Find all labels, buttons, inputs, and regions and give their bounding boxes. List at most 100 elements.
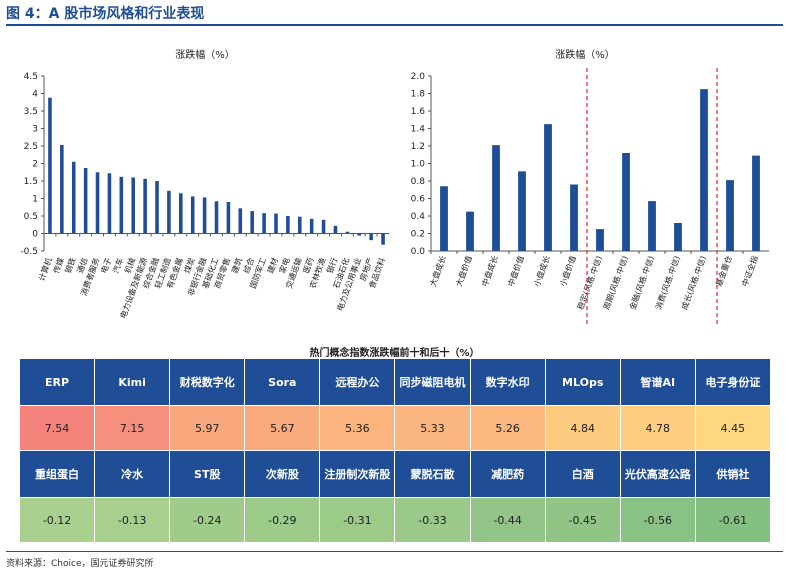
table-cell: ERP <box>18 358 96 406</box>
bar <box>381 233 385 245</box>
bar <box>596 229 604 251</box>
category-label: 大盘成长 <box>428 254 448 287</box>
table-cell: 5.33 <box>394 405 471 451</box>
table-cell: -0.12 <box>18 497 96 543</box>
bar <box>214 201 219 234</box>
category-label: 大盘价值 <box>454 254 474 287</box>
category-label: 稳定(风格.中信) <box>575 254 604 311</box>
chart-title: 涨跌幅（%） <box>555 48 615 61</box>
bar <box>202 197 207 234</box>
table-cell: 5.97 <box>169 405 246 451</box>
y-tick-label: 1.4 <box>411 125 426 135</box>
bar <box>518 171 526 251</box>
bar <box>752 155 760 251</box>
table-cell: 5.67 <box>244 405 321 451</box>
source-note: 资料来源：Choice，国元证券研究所 <box>6 559 154 569</box>
table-cell: 白酒 <box>544 450 621 498</box>
table-cell: -0.45 <box>544 497 621 543</box>
bar <box>155 181 159 234</box>
bar <box>544 124 552 251</box>
table-cell: 智谱AI <box>619 358 696 406</box>
table-cell: 减肥药 <box>469 450 546 498</box>
table-cell: 注册制次新股 <box>319 450 396 498</box>
category-label: 中证全指 <box>740 254 760 287</box>
table-title: 热门概念指数涨跌幅前十和后十（%） <box>309 348 480 359</box>
bar <box>71 161 76 234</box>
concept-index-table: ERP Kimi 财税数字化 Sora 远程办公 同步磁阻电机 数字水印 MLOps 智谱AI 电… <box>18 358 772 543</box>
y-tick-label: 2 <box>32 160 38 170</box>
title-rule <box>6 24 783 26</box>
bar <box>333 225 338 234</box>
bar <box>648 201 656 251</box>
table-cell: 4.78 <box>619 405 696 451</box>
y-tick-label: 0.8 <box>411 177 426 187</box>
category-label: 消费(风格.中信) <box>653 254 682 311</box>
bar <box>190 196 195 234</box>
bar <box>179 193 183 234</box>
category-label: 金融(风格.中信) <box>627 254 656 311</box>
bar <box>286 216 290 234</box>
category-label: 小盘成长 <box>532 254 552 287</box>
y-tick-label: -0.5 <box>20 247 38 257</box>
y-tick-label: 1.2 <box>411 142 425 152</box>
style-bar-chart: 涨跌幅（%） 0.0 0.2 0.4 0.6 0.8 1.0 1.2 1.4 1.6 1.8 2.0 大… <box>411 48 769 325</box>
category-label: 中盘成长 <box>480 254 500 287</box>
table-cell: 数字水印 <box>469 358 546 406</box>
bottom-rule <box>6 551 783 552</box>
category-label: 中盘价值 <box>506 254 526 287</box>
bar <box>167 190 171 234</box>
bar <box>622 153 630 251</box>
category-label: 计算机 <box>36 256 54 282</box>
table-cell: 7.54 <box>18 405 96 451</box>
table-cell: Kimi <box>94 358 171 406</box>
bar <box>570 184 578 251</box>
bar <box>674 223 682 251</box>
y-tick-label: 1 <box>32 195 38 205</box>
table-cell: 远程办公 <box>319 358 396 406</box>
y-tick-label: 0.2 <box>411 230 425 240</box>
bar <box>83 168 88 234</box>
bar <box>274 213 278 234</box>
bar <box>440 186 448 251</box>
bar <box>357 233 362 236</box>
y-tick-label: 4.5 <box>24 72 38 82</box>
table-cell: 同步磁阻电机 <box>394 358 471 406</box>
table-cell: -0.13 <box>94 497 171 543</box>
bar <box>119 176 124 234</box>
y-tick-label: 1.5 <box>24 177 38 187</box>
bar <box>700 89 708 251</box>
table-cell: ST股 <box>169 450 246 498</box>
bar <box>369 233 373 241</box>
bar <box>143 178 147 234</box>
y-tick-label: 3.5 <box>24 107 38 117</box>
table-cell: 7.15 <box>94 405 171 451</box>
table-cell: -0.44 <box>469 497 546 543</box>
table-cell: Sora <box>244 358 321 406</box>
bar <box>297 216 302 234</box>
table-cell: -0.29 <box>244 497 321 543</box>
table-cell: 光伏高速公路 <box>619 450 696 498</box>
table-cell: 5.26 <box>469 405 546 451</box>
bar <box>238 208 243 234</box>
y-tick-label: 2.5 <box>24 142 38 152</box>
bar <box>726 180 734 251</box>
table-cell: 电子身份证 <box>694 358 772 406</box>
bar <box>131 177 136 234</box>
table-row-top-names: ERP Kimi 财税数字化 Sora 远程办公 同步磁阻电机 数字水印 MLOps 智谱AI 电… <box>18 358 772 406</box>
table-cell: 重组蛋白 <box>18 450 96 498</box>
y-tick-label: 3 <box>32 125 38 135</box>
table-cell: -0.61 <box>694 497 772 543</box>
table-cell: 4.45 <box>694 405 772 451</box>
table-cell: 次新股 <box>244 450 321 498</box>
y-tick-label: 0.0 <box>411 247 426 257</box>
table-cell: 冷水 <box>94 450 171 498</box>
table-cell: MLOps <box>544 358 621 406</box>
table-cell: 供销社 <box>694 450 772 498</box>
table-cell: -0.56 <box>619 497 696 543</box>
bar <box>345 231 350 234</box>
bar <box>321 219 326 234</box>
y-tick-label: 1.6 <box>411 107 426 117</box>
bar <box>60 144 64 234</box>
table-cell: -0.33 <box>394 497 471 543</box>
bar <box>107 173 112 234</box>
